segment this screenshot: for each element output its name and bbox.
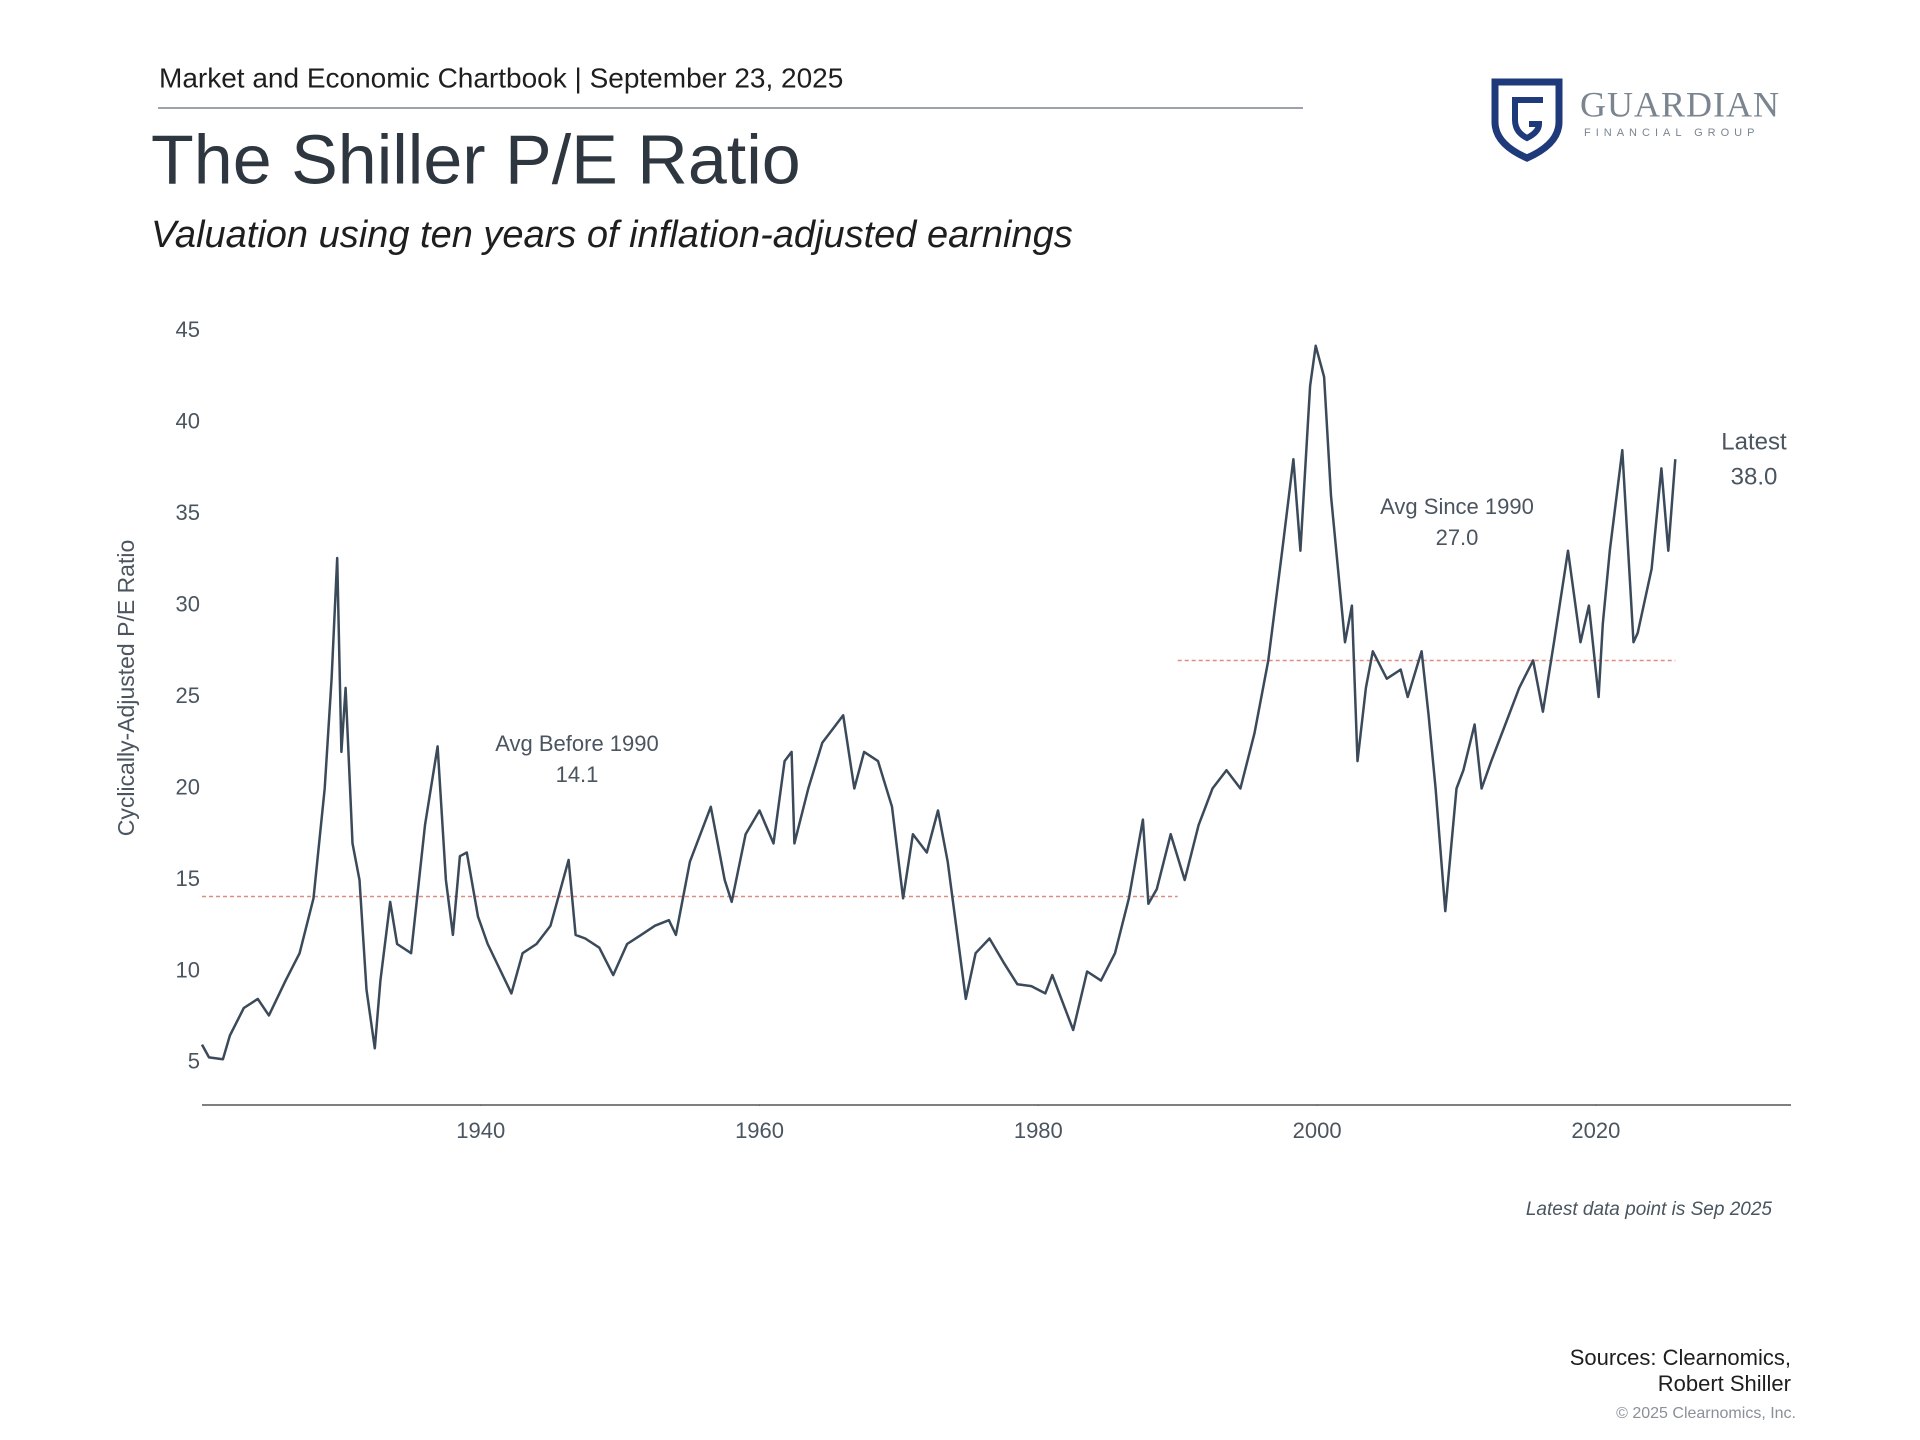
y-tick-label: 10 [176,957,200,982]
source: Robert Shiller [1658,1371,1791,1396]
x-tick-label: 2000 [1293,1118,1342,1143]
y-tick-label: 40 [176,408,200,433]
y-tick-label: 35 [176,500,200,525]
x-tick-label: 2020 [1571,1118,1620,1143]
annotation-value: 14.1 [556,762,599,787]
header: Market and Economic Chartbook | Septembe… [159,62,843,93]
copyright: © 2025 Clearnomics, Inc. [1616,1405,1796,1422]
logo: GUARDIAN FINANCIAL GROUP [1491,78,1780,162]
logo-name: GUARDIAN [1580,84,1780,124]
annotation-value: 27.0 [1436,525,1479,550]
series-line [200,344,1677,1061]
latest-label: Latest [1721,428,1787,455]
latest-value: 38.0 [1731,463,1778,490]
source: Sources: Clearnomics, [1570,1345,1791,1370]
y-tick-label: 15 [176,866,200,891]
logo-mark [1512,97,1543,142]
chart-title: The Shiller P/E Ratio [151,120,801,198]
annotation: Avg Before 1990 [495,731,659,756]
y-tick-label: 25 [176,683,200,708]
note: Latest data point is Sep 2025 [1526,1199,1773,1220]
y-tick-label: 5 [188,1049,200,1074]
x-tick-label: 1980 [1014,1118,1063,1143]
y-tick-label: 30 [176,591,200,616]
y-tick-label: 20 [176,774,200,799]
x-tick-label: 1940 [456,1118,505,1143]
x-tick-label: 1960 [735,1118,784,1143]
y-tick-label: 45 [176,317,200,342]
annotation: Avg Since 1990 [1380,494,1534,519]
logo-tagline: FINANCIAL GROUP [1584,127,1759,139]
y-axis-label: Cyclically-Adjusted P/E Ratio [113,540,139,837]
logo-shield [1491,78,1563,162]
chart-subtitle: Valuation using ten years of inflation-a… [151,214,1073,256]
